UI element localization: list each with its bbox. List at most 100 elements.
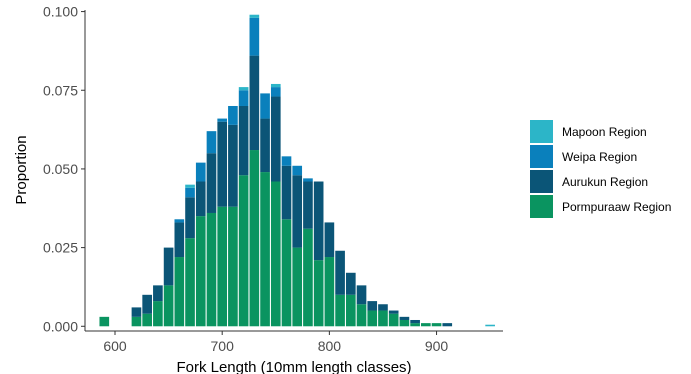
bar-segment-770-2 bbox=[292, 165, 303, 176]
bar-segment-640-1 bbox=[153, 285, 163, 302]
bar-segment-730-0 bbox=[249, 150, 260, 327]
legend-key bbox=[530, 195, 553, 218]
bar-segment-750-3 bbox=[270, 83, 281, 88]
bar-segment-860-0 bbox=[388, 313, 399, 327]
bar-segment-740-1 bbox=[260, 118, 270, 173]
y-tick-label: 0.075 bbox=[43, 82, 78, 98]
bar-segment-590-0 bbox=[99, 316, 110, 327]
y-tick-label: 0.050 bbox=[43, 161, 78, 177]
bar-segment-730-2 bbox=[249, 17, 260, 56]
bar-segment-870-0 bbox=[399, 319, 410, 327]
bar-segment-840-1 bbox=[367, 301, 378, 311]
bar-segment-860-1 bbox=[388, 310, 399, 314]
bar-segment-740-2 bbox=[260, 93, 270, 119]
x-tick-label: 900 bbox=[425, 338, 449, 354]
bar-segment-710-0 bbox=[228, 206, 238, 327]
bar-segment-810-1 bbox=[335, 250, 345, 295]
bar-segment-650-0 bbox=[163, 285, 174, 327]
bar-segment-700-1 bbox=[217, 121, 228, 207]
bar-segment-810-0 bbox=[335, 294, 345, 327]
bar-segment-690-2 bbox=[206, 131, 217, 154]
bar-segment-910-1 bbox=[442, 323, 453, 327]
bar-segment-680-0 bbox=[195, 216, 206, 327]
bar-segment-840-0 bbox=[367, 310, 378, 327]
bar-segment-780-0 bbox=[303, 228, 313, 327]
x-tick-label: 800 bbox=[318, 338, 342, 354]
x-ticks: 600 700 800 900 bbox=[103, 331, 448, 354]
legend-label: Aurukun Region bbox=[562, 175, 648, 189]
y-tick-label: 0.000 bbox=[43, 318, 78, 334]
legend-label: Mapoon Region bbox=[562, 125, 647, 139]
bar-segment-740-0 bbox=[260, 172, 270, 327]
legend-label: Pormpuraaw Region bbox=[562, 200, 671, 214]
bar-segment-730-1 bbox=[249, 55, 260, 151]
x-tick-label: 700 bbox=[211, 338, 235, 354]
legend-key bbox=[530, 145, 553, 168]
bar-segment-720-2 bbox=[238, 90, 249, 106]
bar-segment-800-1 bbox=[324, 222, 335, 258]
bar-segment-690-1 bbox=[206, 153, 217, 213]
bar-segment-790-0 bbox=[313, 260, 324, 327]
bar-segment-750-1 bbox=[270, 96, 281, 182]
bar-segment-690-0 bbox=[206, 212, 217, 327]
bar-segment-670-3 bbox=[185, 184, 195, 188]
bar-segment-670-0 bbox=[185, 238, 195, 327]
bar-segment-770-1 bbox=[292, 175, 303, 248]
bar-segment-660-1 bbox=[174, 222, 185, 258]
bar-segment-630-0 bbox=[142, 313, 152, 327]
bar-segment-760-1 bbox=[281, 165, 292, 220]
bar-segment-850-0 bbox=[378, 310, 388, 327]
y-ticks: 0.000 0.025 0.050 0.075 0.100 bbox=[43, 4, 85, 334]
y-tick-label: 0.025 bbox=[43, 240, 78, 256]
bar-segment-780-1 bbox=[303, 181, 313, 229]
bar-segment-890-0 bbox=[421, 323, 431, 327]
x-tick-label: 600 bbox=[103, 338, 127, 354]
bar-segment-730-3 bbox=[249, 14, 260, 18]
y-axis-title: Proportion bbox=[13, 135, 30, 204]
bar-segment-620-0 bbox=[131, 316, 142, 327]
bar-segment-660-0 bbox=[174, 257, 185, 327]
bar-segment-720-1 bbox=[238, 105, 249, 176]
bar-segment-640-0 bbox=[153, 301, 163, 327]
legend-key bbox=[530, 120, 553, 143]
bars-layer bbox=[99, 14, 495, 327]
bar-segment-780-2 bbox=[303, 178, 313, 182]
bar-segment-660-2 bbox=[174, 219, 185, 223]
bar-segment-620-1 bbox=[131, 307, 142, 317]
y-tick-label: 0.100 bbox=[43, 4, 78, 20]
bar-segment-700-2 bbox=[217, 118, 228, 122]
bar-segment-650-1 bbox=[163, 247, 174, 286]
legend: Mapoon Region Weipa Region Aurukun Region P… bbox=[530, 120, 671, 218]
x-axis-title: Fork Length (10mm length classes) bbox=[176, 359, 411, 374]
bar-segment-760-0 bbox=[281, 219, 292, 327]
bar-segment-700-0 bbox=[217, 206, 228, 327]
bar-segment-880-0 bbox=[410, 323, 420, 327]
bar-segment-720-0 bbox=[238, 175, 249, 327]
bar-segment-790-1 bbox=[313, 181, 324, 261]
bar-segment-820-0 bbox=[345, 294, 356, 327]
bar-segment-760-2 bbox=[281, 156, 292, 166]
bar-segment-670-1 bbox=[185, 197, 195, 239]
bar-segment-710-1 bbox=[228, 124, 238, 207]
bar-segment-750-0 bbox=[270, 181, 281, 327]
bar-segment-900-0 bbox=[431, 323, 442, 327]
bar-segment-750-2 bbox=[270, 87, 281, 97]
legend-key bbox=[530, 170, 553, 193]
bar-segment-710-2 bbox=[228, 105, 238, 125]
bar-segment-830-1 bbox=[356, 285, 367, 305]
bar-segment-870-1 bbox=[399, 316, 410, 320]
bar-segment-880-1 bbox=[410, 319, 420, 324]
bar-segment-680-2 bbox=[195, 162, 206, 182]
bar-segment-720-3 bbox=[238, 87, 249, 91]
bar-segment-800-0 bbox=[324, 257, 335, 327]
legend-label: Weipa Region bbox=[562, 150, 637, 164]
bar-segment-820-1 bbox=[345, 272, 356, 295]
bar-segment-830-0 bbox=[356, 304, 367, 327]
bar-segment-770-0 bbox=[292, 247, 303, 327]
bar-segment-630-1 bbox=[142, 294, 152, 314]
bar-segment-670-2 bbox=[185, 187, 195, 198]
bar-segment-850-1 bbox=[378, 304, 388, 311]
bar-segment-680-1 bbox=[195, 181, 206, 217]
bar-segment-950-3 bbox=[485, 324, 495, 327]
